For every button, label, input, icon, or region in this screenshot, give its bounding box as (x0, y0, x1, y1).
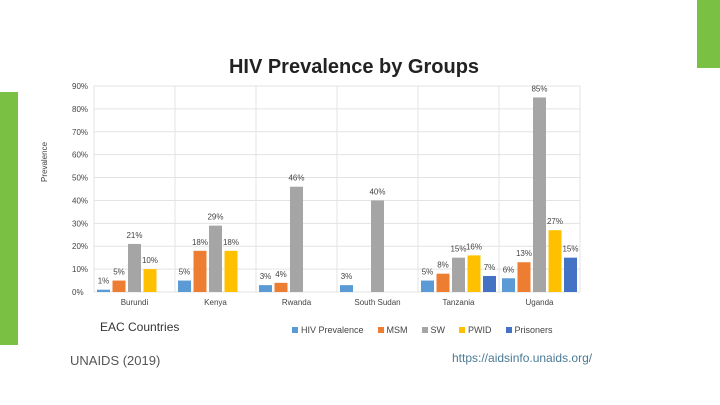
y-tick-label: 90% (72, 82, 88, 91)
x-tick-label: Tanzania (442, 298, 475, 307)
bar-hiv-prevalence (340, 285, 353, 292)
data-label: 5% (113, 268, 125, 277)
bar-hiv-prevalence (178, 280, 191, 292)
x-tick-label: Kenya (204, 298, 227, 307)
bar-hiv-prevalence (97, 289, 110, 292)
data-label: 5% (179, 268, 191, 277)
legend-swatch (459, 327, 466, 333)
data-label: 1% (98, 277, 110, 286)
bar-sw (209, 225, 222, 292)
x-tick-label: Burundi (121, 298, 149, 307)
data-label: 15% (562, 245, 578, 254)
bar-msm (517, 262, 531, 292)
legend-item: MSM (377, 325, 408, 335)
chart-title: HIV Prevalence by Groups (228, 56, 480, 78)
bar-sw (452, 257, 465, 292)
legend: HIV Prevalence MSM SW PWID Prisoners (292, 325, 553, 335)
y-tick-label: 10% (72, 265, 88, 274)
legend-swatch (377, 327, 384, 333)
data-label: 4% (275, 270, 287, 279)
bar-sw (371, 200, 384, 292)
data-label: 46% (288, 174, 304, 183)
data-label: 3% (341, 272, 353, 281)
data-label: 6% (503, 265, 515, 274)
legend-label: MSM (386, 325, 408, 335)
bar-prisoners (483, 275, 496, 292)
legend-swatch (505, 327, 512, 333)
bar-pwid (224, 250, 238, 292)
bar-hiv-prevalence (259, 285, 272, 292)
bar-sw (290, 186, 303, 292)
data-label: 21% (126, 231, 142, 240)
bar-sw (533, 97, 546, 292)
legend-swatch (292, 327, 298, 333)
data-label: 15% (450, 245, 466, 254)
x-tick-label: Uganda (525, 298, 554, 307)
source-url[interactable]: https://aidsinfo.unaids.org/ (452, 351, 593, 365)
y-tick-label: 80% (72, 105, 88, 114)
legend-label: Prisoners (514, 325, 553, 335)
legend-label: HIV Prevalence (301, 325, 364, 335)
bar-sw (128, 243, 141, 292)
y-tick-label: 40% (72, 196, 88, 205)
bar-pwid (467, 255, 481, 292)
bar-pwid (143, 269, 157, 292)
y-tick-label: 30% (72, 219, 88, 228)
legend-item: SW (421, 325, 446, 335)
x-tick-label: Rwanda (282, 298, 312, 307)
green-accent-bar-right (697, 0, 720, 68)
data-label: 18% (223, 238, 239, 247)
y-tick-label: 50% (72, 174, 88, 183)
legend-label: PWID (468, 325, 492, 335)
data-label: 85% (531, 84, 547, 93)
data-label: 10% (142, 256, 158, 265)
bar-pwid (548, 230, 562, 292)
bar-msm (112, 280, 126, 292)
y-tick-label: 0% (72, 288, 84, 297)
data-label: 13% (516, 249, 532, 258)
source-citation: UNAIDS (2019) (70, 353, 161, 368)
bar-prisoners (564, 257, 577, 292)
data-label: 40% (369, 187, 385, 196)
data-label: 16% (466, 242, 482, 251)
legend-item: PWID (459, 325, 492, 335)
data-label: 8% (437, 261, 449, 270)
bar-hiv-prevalence (502, 278, 515, 292)
y-tick-label: 20% (72, 242, 88, 251)
data-label: 27% (547, 217, 563, 226)
bar-msm (193, 250, 207, 292)
data-label: 3% (260, 272, 272, 281)
y-tick-label: 60% (72, 151, 88, 160)
legend-swatch (421, 327, 428, 333)
data-label: 5% (422, 268, 434, 277)
x-axis-title: EAC Countries (100, 320, 180, 334)
bar-msm (436, 273, 450, 292)
legend-item: Prisoners (505, 325, 553, 335)
data-label: 18% (192, 238, 208, 247)
legend-label: SW (430, 325, 446, 335)
green-accent-bar-left (0, 92, 18, 345)
y-tick-label: 70% (72, 128, 88, 137)
legend-item: HIV Prevalence (292, 325, 364, 335)
x-tick-label: South Sudan (354, 298, 400, 307)
data-label: 7% (484, 263, 496, 272)
bar-msm (274, 282, 288, 292)
data-label: 29% (207, 213, 223, 222)
bar-hiv-prevalence (421, 280, 434, 292)
